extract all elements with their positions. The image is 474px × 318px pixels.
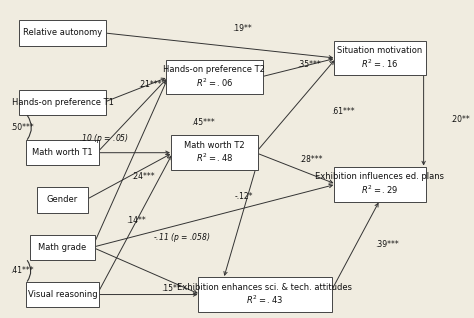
Text: .10 ($p$ = .05): .10 ($p$ = .05) xyxy=(79,132,129,145)
Text: .45***: .45*** xyxy=(191,118,215,127)
FancyBboxPatch shape xyxy=(30,235,95,260)
Text: Relative autonomy: Relative autonomy xyxy=(23,28,102,38)
FancyBboxPatch shape xyxy=(26,282,100,307)
Text: Exhibition enhances sci. & tech. attitudes
$R^2 = .43$: Exhibition enhances sci. & tech. attitud… xyxy=(177,283,352,306)
FancyBboxPatch shape xyxy=(198,277,332,312)
Text: .50***: .50*** xyxy=(10,123,34,132)
FancyBboxPatch shape xyxy=(19,90,106,115)
Text: .15**: .15** xyxy=(161,284,181,293)
FancyBboxPatch shape xyxy=(334,41,426,75)
Text: Visual reasoning: Visual reasoning xyxy=(27,290,97,299)
Text: .35***: .35*** xyxy=(297,60,320,69)
FancyBboxPatch shape xyxy=(334,167,426,202)
Text: Math grade: Math grade xyxy=(38,243,87,252)
Text: Hands-on preference T2
$R^2 = .06$: Hands-on preference T2 $R^2 = .06$ xyxy=(164,65,265,89)
Text: .41***: .41*** xyxy=(10,266,34,275)
FancyBboxPatch shape xyxy=(19,20,106,45)
Text: .39***: .39*** xyxy=(375,239,399,249)
Text: Math worth T1: Math worth T1 xyxy=(32,148,93,157)
Text: .28***: .28*** xyxy=(299,155,323,163)
Text: .24***: .24*** xyxy=(131,172,155,181)
FancyBboxPatch shape xyxy=(166,60,263,94)
Text: -.12*: -.12* xyxy=(235,192,254,201)
Text: .14**: .14** xyxy=(126,216,146,225)
FancyBboxPatch shape xyxy=(37,187,88,213)
Text: .20**: .20** xyxy=(451,115,470,124)
Text: Situation motivation
$R^2 = .16$: Situation motivation $R^2 = .16$ xyxy=(337,46,422,70)
Text: -.11 ($p$ = .058): -.11 ($p$ = .058) xyxy=(154,231,211,244)
FancyBboxPatch shape xyxy=(26,140,100,165)
FancyBboxPatch shape xyxy=(171,135,258,170)
Text: Math worth T2
$R^2 = .48$: Math worth T2 $R^2 = .48$ xyxy=(184,141,245,164)
Text: .19**: .19** xyxy=(232,24,252,33)
Text: Gender: Gender xyxy=(47,196,78,204)
Text: .61***: .61*** xyxy=(331,107,355,116)
Text: Exhibition influences ed. plans
$R^2 = .29$: Exhibition influences ed. plans $R^2 = .… xyxy=(315,172,445,196)
Text: .21***: .21*** xyxy=(138,80,162,89)
Text: Hands-on preference T1: Hands-on preference T1 xyxy=(11,98,113,107)
